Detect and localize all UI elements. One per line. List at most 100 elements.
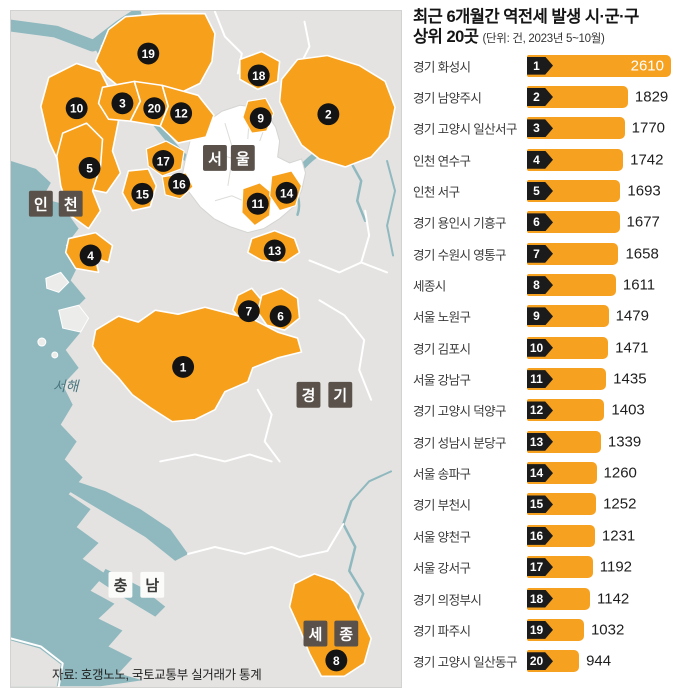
map-label-seoul: 서 울: [203, 145, 255, 171]
bar: [527, 117, 625, 140]
bar-rows: 경기 화성시 1 2610 경기 남양주시 2 1829 경기 고양시 일산서구 3 177…: [408, 50, 680, 677]
row-label: 인천 서구: [413, 185, 460, 200]
island: [51, 351, 59, 359]
chart-unit-note: (단위: 건, 2023년 5~10월): [482, 33, 605, 45]
bar-container: 15 1252: [527, 493, 680, 516]
svg-text:인: 인: [34, 196, 48, 214]
rank-badge: 19: [527, 620, 553, 639]
map-marker-6: 6: [269, 305, 292, 328]
row-label: 인천 연수구: [413, 154, 471, 169]
map-marker-10: 10: [65, 97, 88, 120]
map-marker-8: 8: [325, 649, 348, 672]
rank-badge: 18: [527, 589, 553, 608]
rank-badge: 2: [527, 88, 553, 107]
svg-text:13: 13: [268, 244, 282, 258]
bar-value: 1142: [597, 590, 630, 608]
map-svg: 서 울 인 천 경 기 충 남 세 종 서해 1 2 3: [11, 11, 401, 687]
bottomleft-peninsula: [11, 640, 61, 687]
bar-container: 20 944: [527, 650, 680, 673]
svg-text:천: 천: [64, 196, 78, 214]
map-marker-2: 2: [317, 103, 340, 126]
chart-row: 경기 남양주시 2 1829: [408, 81, 680, 112]
bar-value: 2610: [630, 57, 664, 75]
chart-row: 경기 성남시 분당구 13 1339: [408, 426, 680, 457]
bar-value: 1231: [601, 527, 636, 545]
row-label: 경기 의정부시: [413, 593, 482, 608]
row-label: 세종시: [413, 279, 446, 294]
chart-title: 최근 6개월간 역전세 발생 시·군·구 상위 20곳 (단위: 건, 2023…: [413, 7, 639, 47]
row-label: 경기 고양시 일산동구: [413, 655, 517, 670]
map-marker-7: 7: [237, 300, 260, 323]
rank-badge: 20: [527, 652, 553, 671]
chart-row: 경기 고양시 일산서구 3 1770: [408, 113, 680, 144]
chart-row: 세종시 8 1611: [408, 269, 680, 300]
map-marker-4: 4: [79, 244, 102, 267]
chart-row: 인천 서구 5 1693: [408, 175, 680, 206]
chart-row: 경기 부천시 15 1252: [408, 489, 680, 520]
rank-badge: 6: [527, 213, 553, 232]
rank-badge: 16: [527, 526, 553, 545]
svg-text:2: 2: [325, 108, 332, 122]
bar-container: 13 1339: [527, 430, 680, 453]
svg-text:울: 울: [236, 151, 250, 168]
svg-text:종: 종: [339, 627, 353, 644]
map-marker-5: 5: [78, 156, 101, 179]
svg-text:4: 4: [87, 249, 94, 263]
bar-value: 1677: [626, 213, 660, 231]
map-marker-20: 20: [143, 97, 166, 120]
svg-text:7: 7: [245, 305, 252, 319]
map-label-sejong: 세 종: [303, 620, 359, 647]
rank-badge: 11: [527, 370, 553, 389]
bar-value: 1829: [634, 88, 669, 106]
border-line: [256, 388, 281, 463]
map-marker-12: 12: [170, 102, 193, 125]
svg-text:5: 5: [86, 161, 93, 175]
rank-badge: 15: [527, 495, 553, 514]
border-line: [159, 453, 273, 463]
bar-value: 1339: [607, 433, 642, 451]
bar-container: 18 1142: [527, 587, 680, 610]
bar-container: 8 1611: [527, 274, 680, 297]
chart-row: 서울 강남구 11 1435: [408, 363, 680, 394]
bar-value: 1611: [622, 276, 656, 294]
svg-text:6: 6: [277, 310, 284, 324]
source-note: 자료: 호갱노노, 국토교통부 실거래가 통계: [52, 668, 262, 682]
svg-text:10: 10: [70, 102, 84, 116]
row-label: 서울 강서구: [413, 561, 471, 576]
row-label: 경기 부천시: [413, 498, 471, 513]
chungnam-border: [187, 523, 345, 558]
bar: [527, 274, 616, 297]
bar-value: 1435: [613, 370, 647, 388]
svg-text:12: 12: [174, 107, 188, 121]
chart-row: 서울 송파구 14 1260: [408, 457, 680, 488]
svg-text:16: 16: [173, 177, 187, 191]
bar-container: 3 1770: [527, 117, 680, 140]
bar-container: 7 1658: [527, 242, 680, 265]
map-label-west-sea: 서해: [53, 378, 81, 394]
map-marker-1: 1: [172, 355, 195, 378]
bar: [527, 242, 619, 265]
rank-badge: 10: [527, 338, 553, 357]
svg-text:세: 세: [309, 627, 323, 644]
border-line: [308, 259, 389, 274]
rank-badge: 14: [527, 464, 553, 483]
bar-container: 16 1231: [527, 524, 680, 547]
map-marker-15: 15: [131, 182, 154, 205]
bar-container: 9 1479: [527, 305, 680, 328]
bar-container: 12 1403: [527, 399, 680, 422]
bar-value: 1192: [599, 558, 633, 576]
island: [58, 304, 90, 333]
chart-row: 경기 고양시 일산동구 20 944: [408, 646, 680, 677]
map-label-chungnam: 충 남: [108, 571, 165, 598]
chart-row: 경기 고양시 덕양구 12 1403: [408, 395, 680, 426]
map-label-incheon: 인 천: [28, 190, 83, 217]
svg-text:15: 15: [136, 187, 150, 201]
island: [45, 271, 70, 293]
bar-value: 1658: [625, 245, 659, 263]
svg-text:17: 17: [157, 154, 171, 168]
rank-badge: 9: [527, 307, 553, 326]
bar-value: 1403: [611, 401, 645, 419]
asan-bay: [65, 479, 189, 561]
rank-badge: 1: [527, 56, 553, 75]
